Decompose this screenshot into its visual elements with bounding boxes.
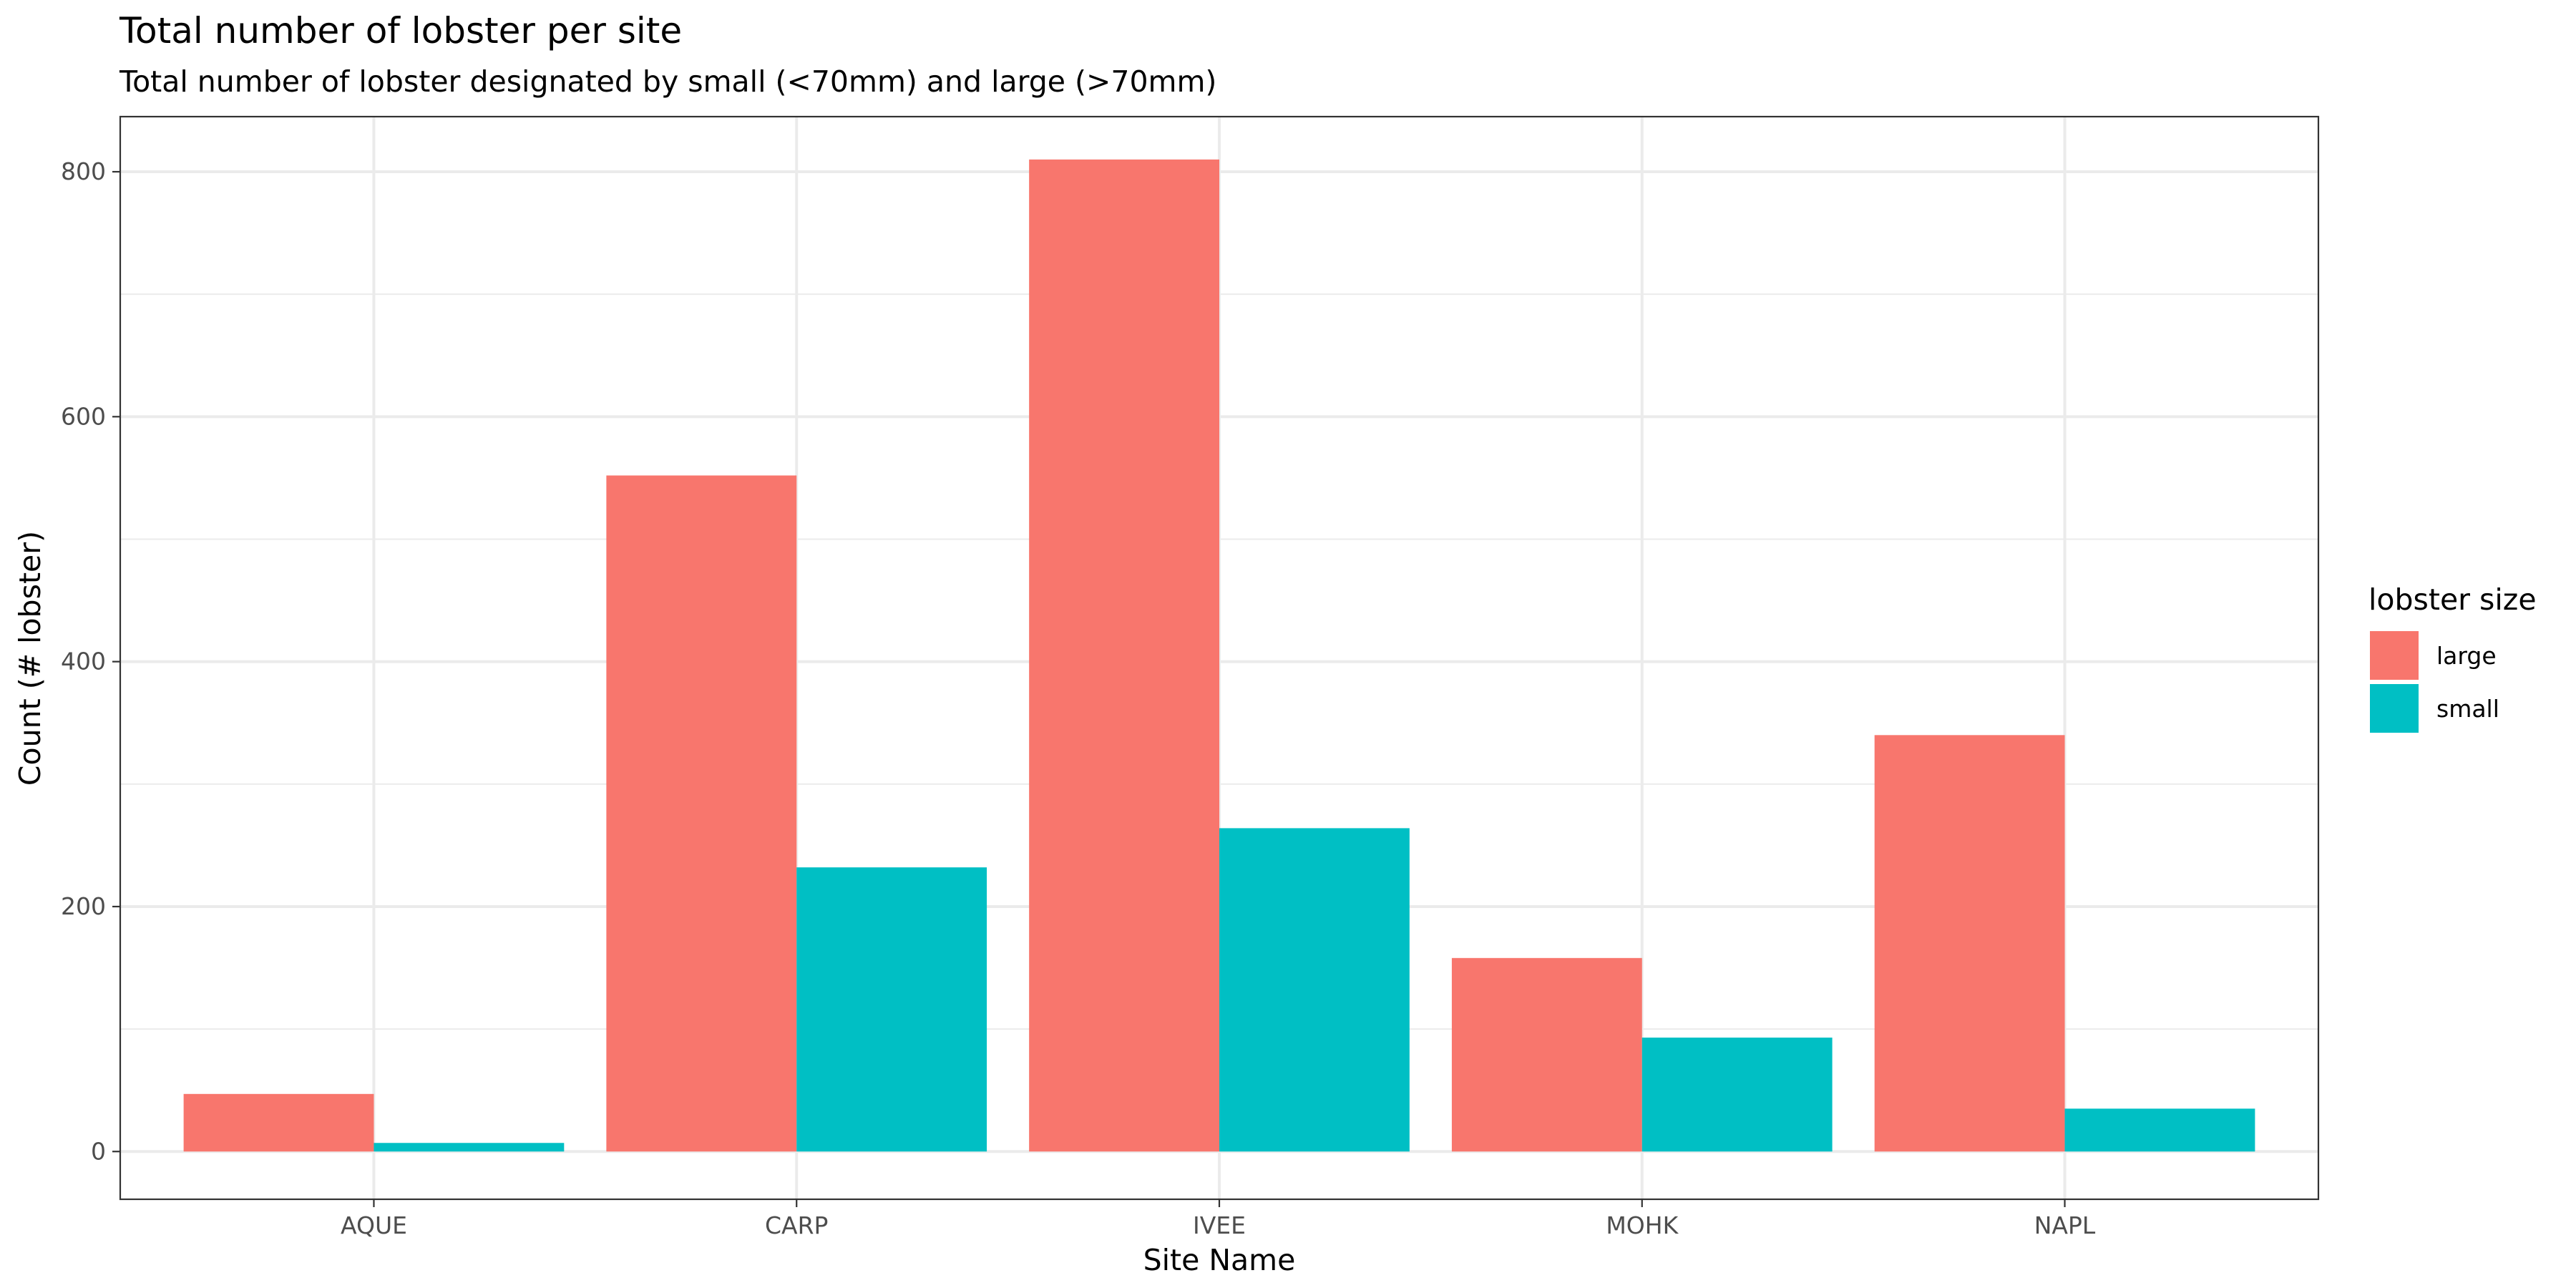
y-tick-label: 600: [61, 402, 106, 430]
legend-title: lobster size: [2368, 582, 2537, 617]
y-axis-title: Count (# lobster): [13, 531, 47, 786]
legend: lobster size large small: [2368, 582, 2537, 733]
x-axis: AQUE CARP IVEE MOHK NAPL: [341, 1199, 2096, 1239]
legend-key-large: [2370, 631, 2419, 680]
bar-small-ivee: [1219, 828, 1410, 1152]
bar-large-mohk: [1451, 957, 1642, 1152]
bar-small-aque: [374, 1143, 565, 1152]
y-tick-label: 400: [61, 648, 106, 675]
legend-key-small: [2370, 684, 2419, 733]
legend-items: large small: [2370, 631, 2499, 733]
x-tick-label-ivee: IVEE: [1193, 1211, 1246, 1239]
bar-large-carp: [606, 475, 797, 1152]
x-tick-label-napl: NAPL: [2034, 1211, 2096, 1239]
y-tick-label: 0: [91, 1137, 106, 1165]
y-tick-label: 200: [61, 892, 106, 920]
bar-small-napl: [2064, 1108, 2255, 1152]
bar-large-aque: [183, 1093, 374, 1152]
x-tick-label-mohk: MOHK: [1606, 1211, 1679, 1239]
bars: [183, 159, 2255, 1152]
x-tick-label-carp: CARP: [765, 1211, 828, 1239]
plot-panel: [119, 115, 2320, 1201]
y-tick-label: 800: [61, 157, 106, 185]
chart-title: Total number of lobster per site: [119, 10, 682, 52]
chart-subtitle: Total number of lobster designated by sm…: [119, 64, 1216, 99]
x-axis-title: Site Name: [1143, 1243, 1296, 1277]
x-tick-label-aque: AQUE: [341, 1211, 407, 1239]
y-axis: 0 200 400 600 800: [61, 157, 120, 1165]
bar-large-napl: [1874, 735, 2065, 1152]
bar-small-carp: [796, 867, 987, 1152]
bar-large-ivee: [1029, 159, 1219, 1152]
legend-label-large: large: [2436, 642, 2497, 670]
bar-small-mohk: [1641, 1038, 1833, 1152]
legend-label-small: small: [2436, 695, 2499, 723]
